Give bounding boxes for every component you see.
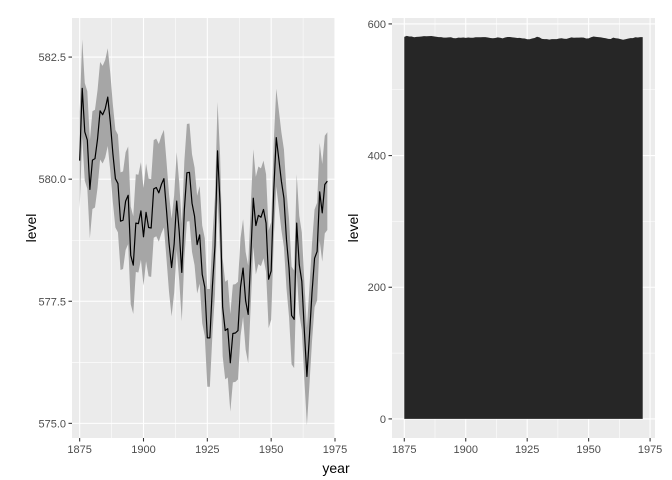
x-tick-label: 1900 bbox=[131, 444, 155, 456]
x-tick-label: 1875 bbox=[67, 444, 91, 456]
x-tick-label: 1950 bbox=[576, 444, 600, 456]
x-tick-label: 1875 bbox=[392, 444, 416, 456]
x-tick-label: 1900 bbox=[453, 444, 477, 456]
x-axis-title: year bbox=[322, 460, 350, 476]
y-tick-label: 400 bbox=[368, 151, 386, 163]
y-axis-title: level bbox=[23, 214, 39, 243]
x-tick-label: 1925 bbox=[195, 444, 219, 456]
area-chart-panel: 1875 1900 1925 1950 1975 0 200 400 600 level bbox=[345, 18, 662, 456]
y-tick-label: 600 bbox=[368, 19, 386, 31]
x-tick-label: 1925 bbox=[515, 444, 539, 456]
y-tick-label: 580.0 bbox=[38, 174, 66, 186]
level-line bbox=[79, 87, 328, 378]
y-tick-label: 575.0 bbox=[38, 418, 66, 430]
level-area bbox=[404, 35, 643, 419]
x-tick-label: 1975 bbox=[323, 444, 347, 456]
confidence-ribbon bbox=[79, 39, 328, 426]
y-tick-label: 200 bbox=[368, 282, 386, 294]
y-tick-label: 577.5 bbox=[38, 296, 66, 308]
x-tick-label: 1975 bbox=[638, 444, 662, 456]
line-chart-panel: 1875 1900 1925 1950 1975 575.0 577.5 580.0 582.5… bbox=[23, 18, 350, 476]
y-tick-label: 0 bbox=[380, 414, 386, 426]
y-axis-title: level bbox=[345, 214, 361, 243]
y-tick-label: 582.5 bbox=[38, 52, 66, 64]
x-tick-label: 1950 bbox=[259, 444, 283, 456]
